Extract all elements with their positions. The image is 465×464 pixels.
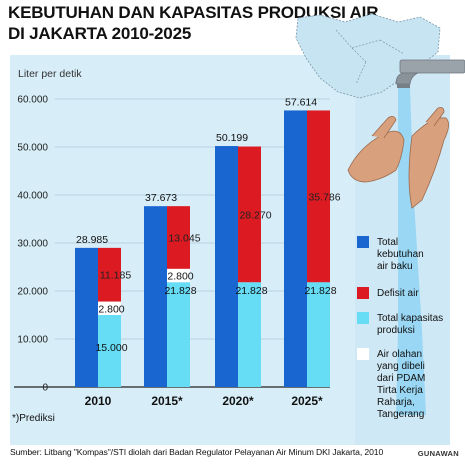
- legend-label: dari PDAM: [377, 373, 425, 384]
- value-label-purchased: 2.800: [167, 271, 193, 283]
- y-tick-label: 10.000: [17, 335, 48, 346]
- legend-swatch: [357, 348, 369, 360]
- source-note: Sumber: Litbang "Kompas"/STI diolah dari…: [10, 447, 383, 457]
- value-label-purchased: 2.800: [98, 303, 124, 315]
- legend-swatch: [357, 312, 369, 324]
- value-label-total: 28.985: [76, 234, 108, 246]
- value-label-deficit: 28.270: [239, 209, 271, 221]
- value-label-capacity: 15.000: [95, 342, 127, 354]
- legend-label: air baku: [377, 261, 413, 272]
- legend-label: Tangerang: [377, 409, 424, 420]
- legend-swatch: [357, 236, 369, 248]
- legend-swatch: [357, 287, 369, 299]
- y-axis-unit-label: Liter per detik: [18, 68, 82, 80]
- legend-label: Raharja,: [377, 397, 415, 408]
- value-label-total: 50.199: [216, 132, 248, 144]
- x-tick-label: 2020*: [222, 394, 254, 408]
- y-tick-label: 60.000: [17, 95, 48, 106]
- bar-capacity: [238, 282, 261, 387]
- bar-total-need: [215, 146, 238, 387]
- legend-label: Total: [377, 237, 398, 248]
- bar-total-need: [75, 248, 98, 387]
- legend-label: Defisit air: [377, 288, 419, 299]
- y-tick-label: 50.000: [17, 143, 48, 154]
- legend-label: Total kapasitas: [377, 313, 443, 324]
- bar-capacity: [307, 282, 330, 387]
- bar-total-need: [284, 110, 307, 387]
- legend-label: kebutuhan: [377, 249, 424, 260]
- x-tick-label: 2015*: [151, 394, 183, 408]
- value-label-capacity: 21.828: [235, 285, 267, 297]
- artist-byline: GUNAWAN: [418, 449, 459, 458]
- legend-label: Tirta Kerja: [377, 385, 423, 396]
- value-label-deficit: 13.045: [168, 232, 200, 244]
- value-label-total: 57.614: [285, 96, 317, 108]
- x-tick-label: 2025*: [291, 394, 323, 408]
- value-label-capacity: 21.828: [164, 285, 196, 297]
- legend-label: yang dibeli: [377, 361, 425, 372]
- y-tick-label: 40.000: [17, 191, 48, 202]
- y-tick-label: 0: [42, 383, 48, 394]
- y-tick-label: 30.000: [17, 239, 48, 250]
- value-label-deficit: 11.185: [100, 270, 131, 282]
- bar-capacity: [167, 282, 190, 387]
- value-label-deficit: 35.786: [308, 191, 340, 203]
- value-label-capacity: 21.828: [304, 285, 336, 297]
- legend-label: Air olahan: [377, 349, 422, 360]
- y-tick-label: 20.000: [17, 287, 48, 298]
- legend-label: produksi: [377, 325, 415, 336]
- prediction-note: *)Prediksi: [12, 413, 55, 424]
- value-label-total: 37.673: [145, 192, 177, 204]
- x-tick-label: 2010: [85, 394, 112, 408]
